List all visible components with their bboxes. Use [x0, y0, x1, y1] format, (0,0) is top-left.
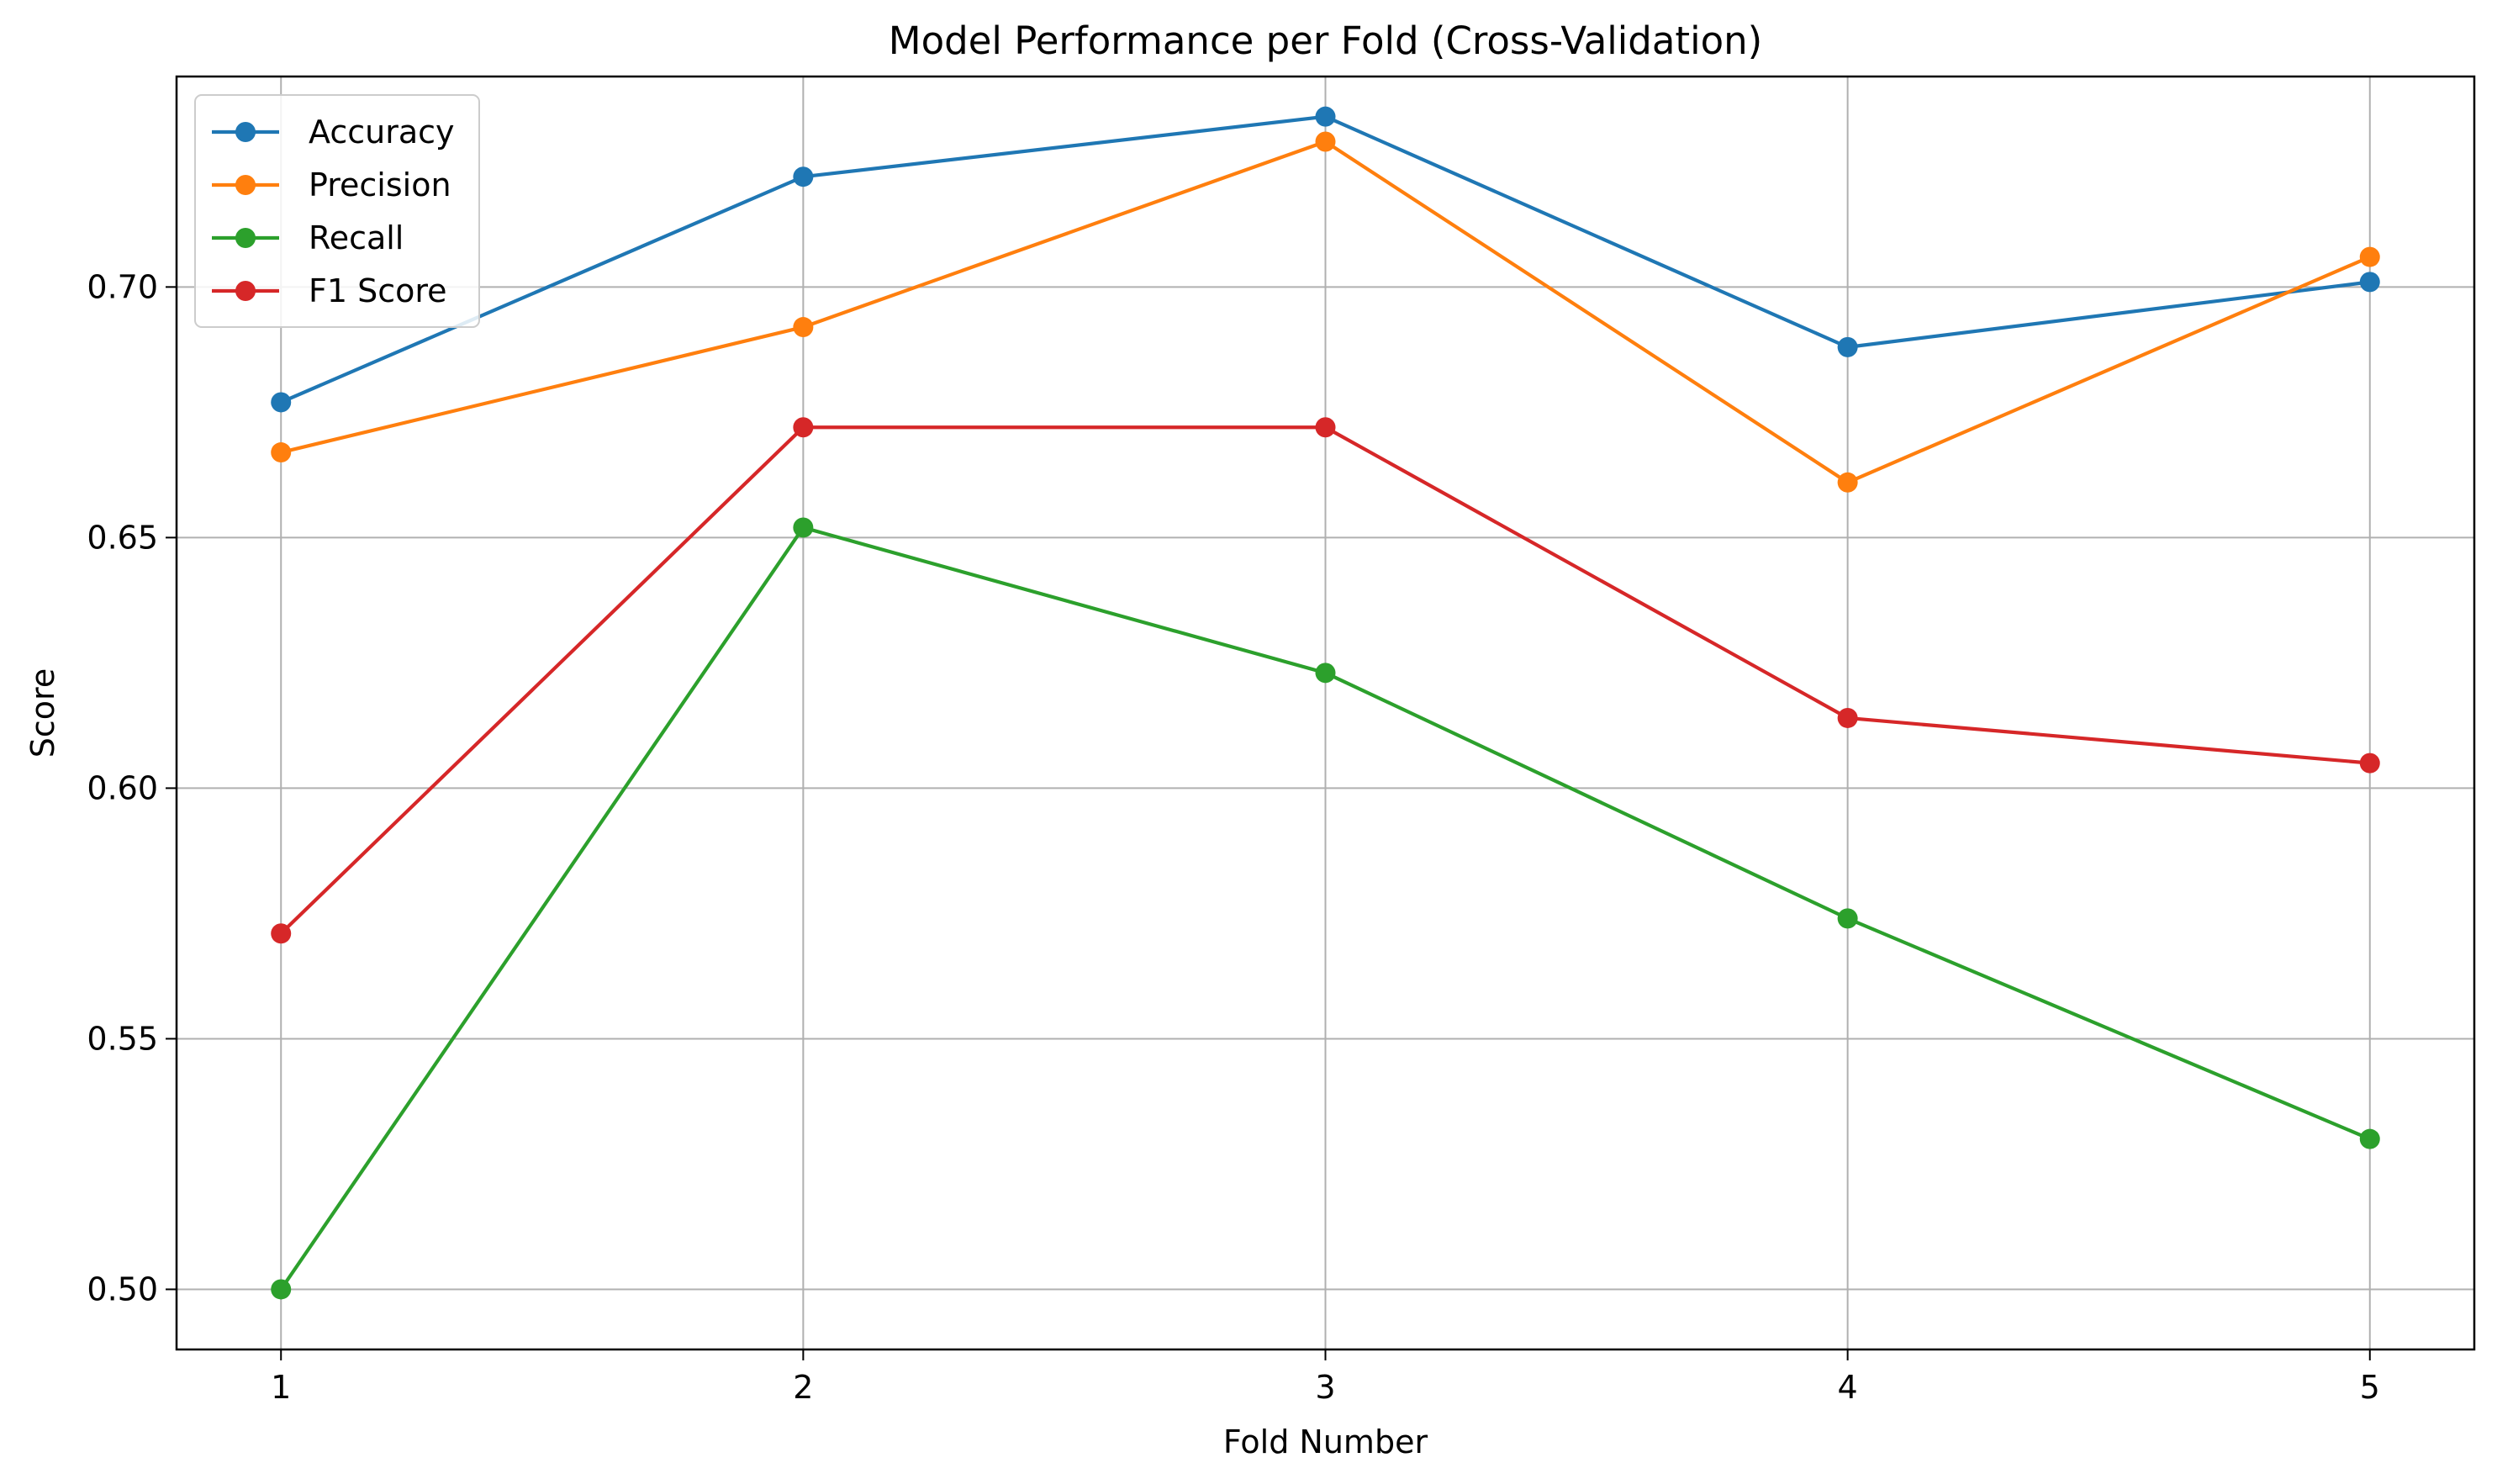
data-point-precision	[1837, 472, 1858, 493]
data-point-accuracy	[1837, 336, 1858, 357]
legend-label-recall: Recall	[309, 219, 404, 256]
data-point-recall	[793, 517, 814, 538]
y-tick-label: 0.65	[87, 519, 158, 556]
legend-label-accuracy: Accuracy	[309, 114, 455, 151]
data-point-f1-score	[2359, 753, 2380, 774]
data-point-recall	[2359, 1128, 2380, 1149]
legend: Accuracy Precision Recall F1 Score	[194, 94, 480, 328]
y-tick-label: 0.50	[87, 1270, 158, 1307]
x-tick-label: 4	[1838, 1369, 1858, 1406]
grid-lines	[177, 77, 2474, 1349]
data-point-precision	[2359, 246, 2380, 267]
y-axis-label: Score	[24, 668, 61, 758]
data-point-f1-score	[271, 923, 292, 944]
data-point-recall	[1315, 663, 1336, 684]
chart-title: Model Performance per Fold (Cross-Valida…	[889, 18, 1762, 63]
data-point-accuracy	[1315, 106, 1336, 127]
legend-marker-precision	[235, 175, 256, 195]
x-tick-label: 2	[793, 1369, 813, 1406]
y-tick-label: 0.55	[87, 1020, 158, 1057]
legend-box	[194, 94, 480, 328]
series-lines	[271, 106, 2380, 1300]
data-point-accuracy	[793, 166, 814, 187]
data-point-recall	[271, 1279, 292, 1300]
x-tick-label: 1	[271, 1369, 291, 1406]
x-axis-label: Fold Number	[1223, 1423, 1428, 1460]
data-point-f1-score	[1315, 417, 1336, 438]
data-point-recall	[1837, 908, 1858, 929]
x-tick-label: 3	[1315, 1369, 1335, 1406]
data-point-accuracy	[271, 392, 292, 413]
data-point-precision	[271, 442, 292, 463]
legend-marker-recall	[235, 228, 256, 248]
y-tick-label: 0.70	[87, 268, 158, 305]
data-point-f1-score	[793, 417, 814, 438]
data-point-precision	[793, 317, 814, 338]
axis-ticks: 1 2 3 4 5 0.50 0.55 0.60 0.65 0.70	[87, 268, 2379, 1406]
data-point-precision	[1315, 131, 1336, 152]
legend-marker-accuracy	[235, 122, 256, 142]
data-point-f1-score	[1837, 707, 1858, 728]
legend-marker-f1-score	[235, 281, 256, 301]
y-tick-label: 0.60	[87, 769, 158, 806]
x-tick-label: 5	[2360, 1369, 2380, 1406]
data-point-accuracy	[2359, 272, 2380, 293]
legend-label-f1-score: F1 Score	[309, 272, 447, 309]
legend-label-precision: Precision	[309, 166, 451, 203]
